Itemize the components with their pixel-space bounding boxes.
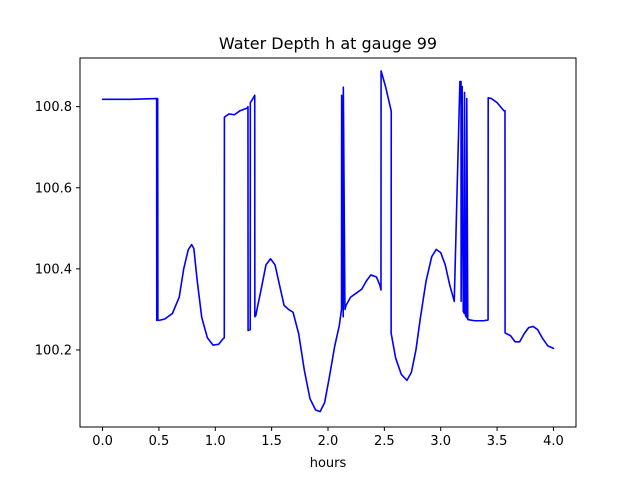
water-depth-series-line (101, 70, 555, 413)
y-axis-ticks: 100.2 100.4 100.6 100.8 (35, 100, 80, 358)
x-tick-label: 1.5 (261, 434, 282, 449)
x-axis-ticks: 0.0 0.5 1.0 1.5 2.0 2.5 3.0 3.5 4.0 (92, 427, 564, 449)
x-tick-label: 3.5 (487, 434, 508, 449)
x-tick-label: 1.0 (205, 434, 226, 449)
x-tick-label: 2.5 (374, 434, 395, 449)
y-tick-label: 100.2 (35, 343, 72, 358)
chart-title: Water Depth h at gauge 99 (219, 34, 437, 53)
x-tick-label: 3.0 (430, 434, 451, 449)
x-tick-label: 0.5 (149, 434, 170, 449)
plot-area (79, 57, 577, 428)
x-tick-label: 2.0 (318, 434, 339, 449)
plot-frame (79, 57, 577, 428)
x-tick-label: 4.0 (543, 434, 564, 449)
y-tick-label: 100.6 (35, 181, 72, 196)
y-tick-label: 100.4 (35, 262, 72, 277)
x-tick-label: 0.0 (92, 434, 113, 449)
y-tick-label: 100.8 (35, 100, 72, 115)
x-axis-label: hours (310, 456, 347, 471)
